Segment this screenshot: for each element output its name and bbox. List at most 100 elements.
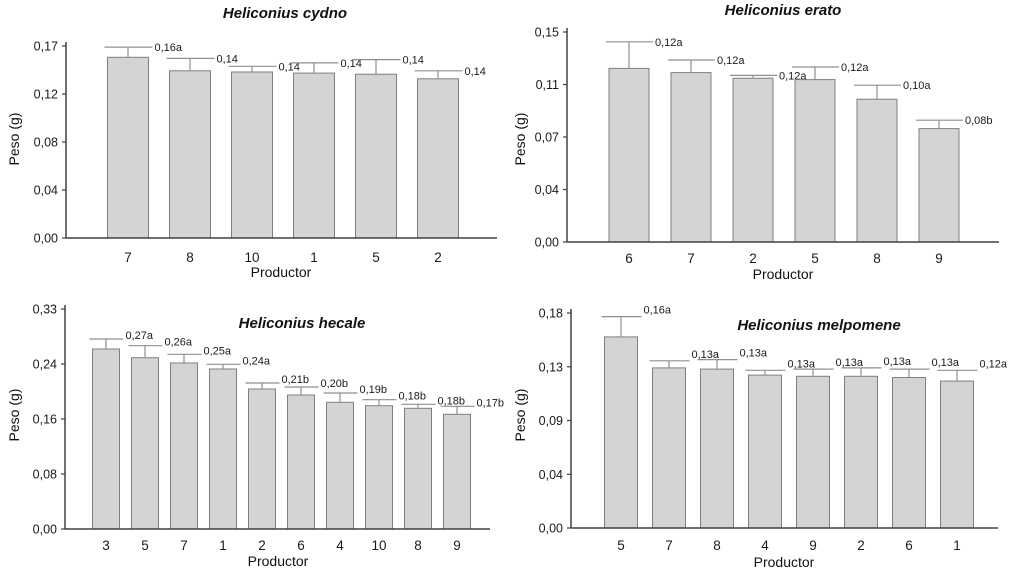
bar-value-label: 0,14 [217, 53, 238, 65]
bar-value-label: 0,13a [788, 358, 816, 370]
bar [732, 77, 774, 243]
x-tick-label: 6 [297, 538, 305, 553]
x-tick-label: 9 [453, 538, 461, 553]
y-tick-label: 0,08 [33, 468, 57, 482]
y-tick-label: 0,09 [539, 414, 563, 428]
chart-title-erato: Heliconius erato [724, 2, 842, 19]
bar-value-label: 0,27a [126, 330, 154, 342]
bar-value-label: 0,13a [740, 348, 768, 360]
bar-value-label: 0,13a [692, 349, 720, 361]
chart-title-cydno: Heliconius cydno [222, 5, 348, 22]
bar [940, 380, 974, 529]
x-tick-label: 6 [905, 538, 913, 553]
bar-value-label: 0,20b [321, 378, 349, 390]
bar [293, 72, 335, 239]
x-tick-label: 9 [809, 538, 817, 553]
x-tick-label: 7 [687, 251, 695, 266]
x-axis-label-hecale: Productor [247, 553, 309, 569]
bar-value-label: 0,14 [465, 66, 486, 78]
bar [404, 407, 432, 530]
x-axis-label-melpomene: Productor [753, 554, 815, 570]
x-tick-label: 4 [336, 538, 344, 553]
bar [443, 413, 471, 530]
x-tick-label: 10 [244, 250, 259, 265]
x-tick-label: 8 [713, 538, 721, 553]
bar-value-label: 0,21b [282, 374, 310, 386]
y-tick-label: 0,13 [539, 360, 563, 374]
bar-value-label: 0,16a [644, 305, 672, 317]
bar-value-label: 0,19b [360, 384, 388, 396]
x-tick-label: 2 [857, 538, 865, 553]
bar-value-label: 0,12a [717, 55, 745, 67]
y-tick-label: 0,15 [535, 26, 559, 40]
bar [107, 56, 149, 239]
bar [700, 368, 734, 529]
y-tick-label: 0,08 [34, 136, 58, 150]
x-tick-label: 3 [102, 538, 110, 553]
x-axis-label-erato: Productor [752, 266, 814, 282]
x-tick-label: 4 [761, 538, 769, 553]
panel-heliconius-erato: Heliconius erato Peso (g) 0,12a 6 0,12a 7 0,… [506, 0, 1013, 289]
chart-title-hecale: Heliconius hecale [238, 315, 366, 332]
x-tick-label: 8 [873, 251, 881, 266]
bar [608, 67, 650, 243]
bar-value-label: 0,14 [341, 58, 362, 70]
bar [231, 71, 273, 239]
y-tick-label: 0,18 [539, 307, 563, 321]
bar [918, 128, 960, 243]
chart-title-melpomene: Heliconius melpomene [737, 317, 901, 334]
bar-value-label: 0,14 [279, 61, 300, 73]
bar [856, 98, 898, 243]
bar-value-label: 0,12a [655, 37, 683, 49]
bar-value-label: 0,17b [477, 397, 505, 409]
x-tick-label: 7 [124, 250, 132, 265]
bar [670, 72, 712, 243]
x-tick-label: 7 [180, 538, 188, 553]
bar [748, 374, 782, 529]
bar-value-label: 0,18b [438, 395, 466, 407]
chart-plot-melpomene: 0,16a 5 0,13a 7 0,13a 8 0,13a 4 0,13a 9 0,13a 2 0,13… [539, 305, 1008, 553]
y-tick-label: 0,00 [34, 232, 58, 246]
y-tick-label: 0,04 [34, 184, 58, 198]
y-tick-label: 0,17 [34, 40, 58, 54]
bar [604, 336, 638, 529]
y-tick-label: 0,33 [33, 303, 57, 317]
panel-heliconius-melpomene: Heliconius melpomene Peso (g) 0,16a 5 0,13… [506, 289, 1013, 577]
bar [287, 394, 315, 530]
x-tick-label: 10 [371, 538, 386, 553]
bar-value-label: 0,13a [836, 357, 864, 369]
x-tick-label: 5 [617, 538, 625, 553]
x-tick-label: 1 [953, 538, 961, 553]
bar [796, 375, 830, 529]
y-tick-label: 0,11 [536, 78, 559, 92]
bar-value-label: 0,26a [165, 337, 193, 349]
bar [365, 405, 393, 530]
bar-value-label: 0,12a [980, 358, 1008, 370]
chart-plot-erato: 0,12a60,12a70,12a20,12a50,10a80,08b90,00… [535, 26, 999, 266]
x-tick-label: 1 [219, 538, 227, 553]
y-tick-label: 0,04 [539, 468, 563, 482]
bar [892, 377, 926, 529]
bar-value-label: 0,18b [399, 391, 427, 403]
x-tick-label: 5 [141, 538, 149, 553]
y-tick-label: 0,00 [535, 236, 559, 250]
bar-value-label: 0,08b [965, 115, 993, 127]
x-tick-label: 8 [414, 538, 422, 553]
bar-value-label: 0,10a [903, 80, 931, 92]
y-tick-label: 0,00 [539, 522, 563, 536]
x-axis-label-cydno: Productor [250, 264, 312, 280]
bar [209, 368, 237, 530]
bar [170, 362, 198, 530]
chart-plot-cydno: 0,16a 7 0,14 8 0,14 10 0,14 1 0,14 5 0,14 2 0,00 0,04… [34, 40, 497, 265]
bar-value-label: 0,12a [841, 62, 869, 74]
x-tick-label: 7 [665, 538, 673, 553]
x-tick-label: 2 [434, 250, 442, 265]
bar-value-label: 0,16a [155, 42, 183, 54]
y-tick-label: 0,00 [33, 523, 57, 537]
x-tick-label: 5 [811, 251, 819, 266]
panel-heliconius-hecale: Heliconius hecale Peso (g) 0,27a 3 0,26a 5 0… [0, 289, 506, 577]
y-tick-label: 0,12 [34, 88, 58, 102]
bar [131, 357, 159, 530]
bar-value-label: 0,14 [403, 55, 424, 67]
